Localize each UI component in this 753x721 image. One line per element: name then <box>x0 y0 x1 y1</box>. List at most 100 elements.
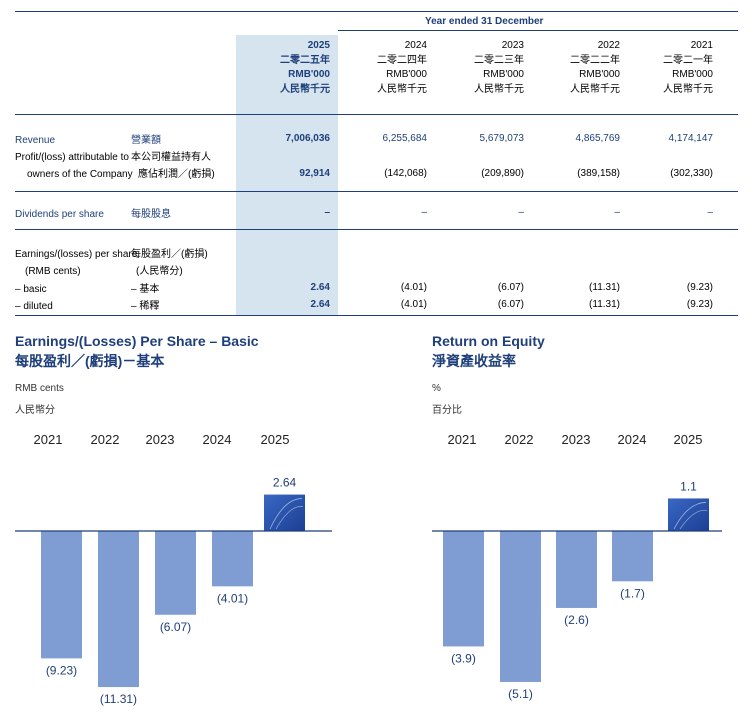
roe-year-label: 2022 <box>505 432 534 447</box>
col-cn-year-4: 二零二一年 <box>663 54 713 66</box>
col-year-2: 2023 <box>501 40 524 51</box>
eps-year-label: 2023 <box>146 432 175 447</box>
col-unit-cn-1: 人民幣千元 <box>377 83 427 95</box>
roe-data-label: 1.1 <box>680 479 697 493</box>
dividends-value-2024: – <box>421 207 427 218</box>
eps-bar <box>41 531 82 659</box>
revenue-label-cn: 營業額 <box>131 135 161 146</box>
dividends-value-2025: – <box>324 207 330 218</box>
profit-label-cn-2: 應佔利潤／(虧損) <box>138 169 215 180</box>
roe-chart-title: Return on Equity <box>432 333 545 349</box>
eps-bar <box>155 531 196 615</box>
revenue-value-2021: 4,174,147 <box>668 133 714 144</box>
col-unit-2: RMB'000 <box>483 69 524 80</box>
eps-year-label: 2021 <box>34 432 63 447</box>
col-unit-4: RMB'000 <box>672 69 713 80</box>
table-header-title: Year ended 31 December <box>425 16 544 27</box>
revenue-value-2024: 6,255,684 <box>382 133 428 144</box>
dividends-label: Dividends per share <box>15 209 104 220</box>
roe-year-label: 2021 <box>448 432 477 447</box>
revenue-value-2025: 7,006,036 <box>285 133 331 144</box>
header-bottom-rule <box>15 114 738 115</box>
col-unit-cn-2: 人民幣千元 <box>474 83 524 95</box>
header-underline <box>338 30 738 31</box>
roe-bar-decoration <box>679 509 708 530</box>
roe-year-label: 2023 <box>562 432 591 447</box>
eps-bar-decoration <box>269 498 303 530</box>
basic-label: – basic <box>15 284 47 295</box>
roe-chart-unit-cn: 百分比 <box>432 405 462 416</box>
eps-year-label: 2025 <box>261 432 290 447</box>
profit-value-2024: (142,068) <box>384 168 427 179</box>
eps-bar <box>98 531 139 688</box>
dividends-value-2022: – <box>614 207 620 218</box>
roe-data-label: (1.7) <box>620 586 645 600</box>
table-bottom-rule <box>15 315 738 316</box>
eps-year-label: 2022 <box>91 432 120 447</box>
basic-value-2022: (11.31) <box>589 282 620 293</box>
revenue-value-2023: 5,679,073 <box>479 133 525 144</box>
roe-bar <box>556 531 597 608</box>
roe-chart-unit: % <box>432 383 441 394</box>
roe-year-label: 2025 <box>674 432 703 447</box>
col-unit-1: RMB'000 <box>386 69 427 80</box>
roe-year-label: 2024 <box>618 432 647 447</box>
dividends-value-2021: – <box>707 207 713 218</box>
eps-chart-unit: RMB cents <box>15 383 64 394</box>
profit-value-2023: (209,890) <box>481 168 524 179</box>
eps-data-label: 2.64 <box>273 476 297 490</box>
diluted-value-2021: (9.23) <box>686 299 713 310</box>
diluted-label-cn: – 稀釋 <box>131 301 160 312</box>
eps-label-cn-1: 每股盈利／(虧損) <box>131 249 208 260</box>
diluted-value-2022: (11.31) <box>589 299 620 310</box>
current-year-highlight <box>236 35 338 315</box>
col-cn-year-0: 二零二五年 <box>280 54 330 66</box>
eps-bar-decoration <box>275 506 304 530</box>
roe-bar <box>612 531 653 582</box>
rule-after-dividends <box>15 229 738 230</box>
col-year-1: 2024 <box>404 40 427 51</box>
eps-year-label: 2024 <box>203 432 232 447</box>
roe-bar <box>668 498 709 531</box>
eps-label-1: Earnings/(losses) per share <box>15 249 138 260</box>
profit-value-2021: (302,330) <box>670 168 713 179</box>
eps-chart-unit-cn: 人民幣分 <box>15 405 55 416</box>
basic-value-2024: (4.01) <box>400 282 427 293</box>
eps-chart-title-cn: 每股盈利／(虧損)－基本 <box>15 353 165 369</box>
roe-bar-decoration <box>673 502 707 530</box>
col-unit-cn-3: 人民幣千元 <box>570 83 620 95</box>
basic-value-2021: (9.23) <box>686 282 713 293</box>
eps-label-cn-2: (人民幣分) <box>136 266 183 277</box>
profit-label-2: owners of the Company <box>27 169 133 180</box>
basic-value-2025: 2.64 <box>310 282 330 293</box>
rule-after-profit <box>15 191 738 192</box>
col-cn-year-2: 二零二三年 <box>474 54 524 66</box>
eps-data-label: (6.07) <box>160 620 191 634</box>
roe-data-label: (2.6) <box>564 613 589 627</box>
col-unit-3: RMB'000 <box>579 69 620 80</box>
col-year-3: 2022 <box>597 40 620 51</box>
roe-data-label: (3.9) <box>451 651 476 665</box>
eps-label-2: (RMB cents) <box>25 266 81 277</box>
diluted-value-2024: (4.01) <box>400 299 427 310</box>
eps-data-label: (4.01) <box>217 591 248 605</box>
basic-value-2023: (6.07) <box>497 282 524 293</box>
roe-bar <box>443 531 484 647</box>
col-unit-0: RMB'000 <box>288 69 330 80</box>
col-year-4: 2021 <box>690 40 713 51</box>
diluted-value-2023: (6.07) <box>497 299 524 310</box>
col-unit-cn-0: 人民幣千元 <box>280 83 330 95</box>
profit-value-2025: 92,914 <box>299 168 330 179</box>
roe-bar <box>500 531 541 682</box>
revenue-label: Revenue <box>15 135 56 146</box>
col-year-0: 2025 <box>307 40 330 51</box>
col-unit-cn-4: 人民幣千元 <box>663 83 713 95</box>
eps-chart-title: Earnings/(Losses) Per Share – Basic <box>15 333 259 349</box>
eps-bar <box>264 494 305 531</box>
table-top-rule <box>15 11 738 12</box>
profit-label-1: Profit/(loss) attributable to <box>15 152 129 163</box>
revenue-value-2022: 4,865,769 <box>575 133 621 144</box>
dividends-label-cn: 每股股息 <box>131 209 171 220</box>
roe-chart-title-cn: 淨資產收益率 <box>432 353 516 369</box>
